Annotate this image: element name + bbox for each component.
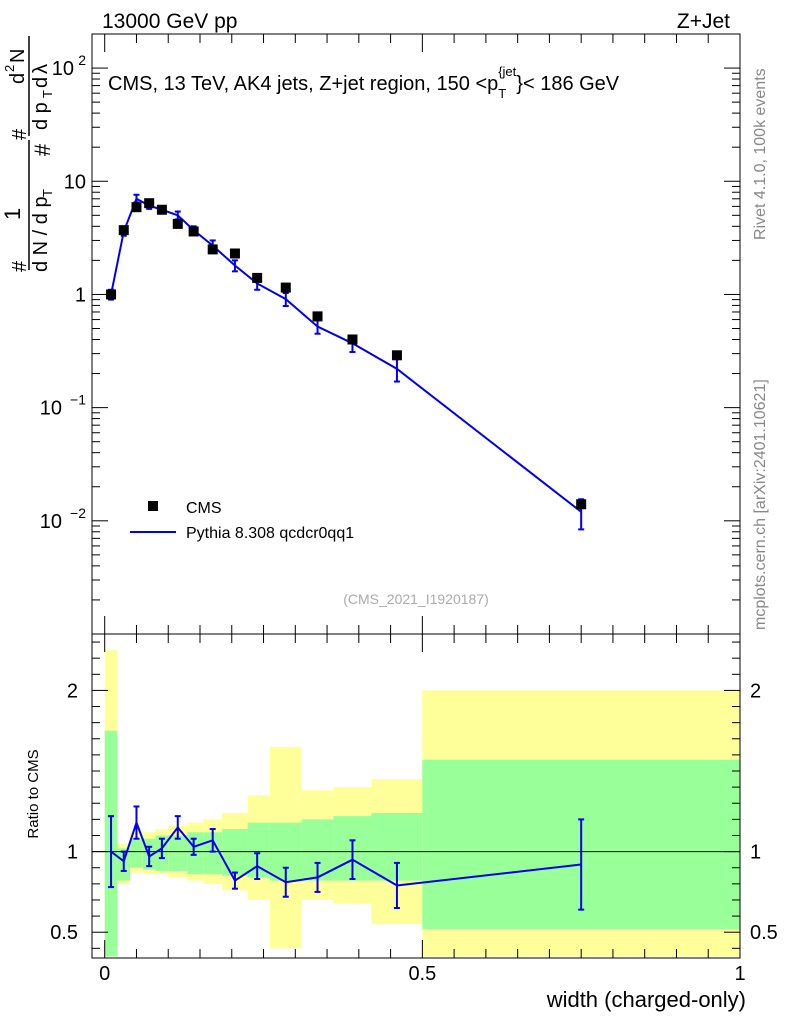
header-right: Z+Jet bbox=[677, 10, 730, 33]
main-y-tick-exponent: 2 bbox=[78, 52, 86, 68]
cms-data-point bbox=[312, 311, 323, 322]
x-axis-label: width (charged-only) bbox=[546, 987, 746, 1012]
ratio-band-green bbox=[247, 822, 270, 878]
svg-text:T: T bbox=[40, 90, 55, 98]
ratio-y-label: Ratio to CMS bbox=[25, 749, 42, 838]
svg-text:d: d bbox=[30, 77, 52, 88]
main-y-tick-label: 10 bbox=[40, 398, 62, 420]
cms-data-point bbox=[347, 334, 358, 345]
ratio-x-tick-label: 1 bbox=[734, 963, 745, 985]
ratio-band-green bbox=[168, 835, 188, 871]
ratio-plot-area bbox=[92, 650, 740, 957]
cms-data-point bbox=[207, 244, 218, 255]
ratio-panel: 0.5 0.51 12 2 0 0.5 1 Ratio to CMS width (cha… bbox=[25, 633, 778, 1012]
legend-marker-cms bbox=[148, 501, 158, 511]
svg-text:#: # bbox=[9, 128, 31, 140]
main-title: CMS, 13 TeV, AK4 jets, Z+jet region, 150… bbox=[108, 64, 620, 101]
svg-text:1: 1 bbox=[0, 208, 25, 220]
legend: CMS Pythia 8.308 qcdcr0qq1 bbox=[130, 500, 354, 542]
svg-text:N: N bbox=[7, 49, 29, 63]
svg-text:λ: λ bbox=[30, 64, 52, 74]
watermark: (CMS_2021_I1920187) bbox=[343, 591, 489, 607]
cms-data-point bbox=[252, 272, 263, 283]
svg-text:d p: d p bbox=[30, 102, 52, 130]
ratio-y-tick-label-right: 0.5 bbox=[750, 922, 778, 944]
svg-text:#: # bbox=[30, 143, 55, 156]
svg-text:T: T bbox=[40, 189, 55, 197]
svg-text:d: d bbox=[7, 73, 29, 84]
cms-data-point bbox=[172, 218, 183, 229]
ratio-y-tick-label: 1 bbox=[67, 842, 78, 864]
cms-data-point bbox=[576, 499, 587, 510]
cms-data-point bbox=[131, 202, 142, 213]
ratio-y-tick-label-right: 2 bbox=[750, 680, 761, 702]
main-y-tick-label: 1 bbox=[75, 284, 86, 306]
ratio-y-tick-label-right: 1 bbox=[750, 842, 761, 864]
main-plot-area bbox=[106, 193, 587, 531]
svg-text:#: # bbox=[9, 260, 31, 272]
main-y-tick-label: 10 bbox=[52, 58, 74, 80]
main-y-label: # bbox=[30, 143, 55, 156]
ratio-y-tick-label: 0.5 bbox=[50, 922, 78, 944]
source-label: mcplots.cern.ch [arXiv:2401.10621] bbox=[752, 379, 769, 630]
cms-data-point bbox=[118, 225, 129, 236]
legend-label-pythia: Pythia 8.308 qcdcr0qq1 bbox=[186, 525, 354, 542]
main-y-tick-label: 10 bbox=[40, 511, 62, 533]
ratio-x-axis: 0 0.5 1 bbox=[99, 634, 746, 985]
ratio-y-axis: 0.5 0.5 1 1 2 2 bbox=[50, 641, 778, 949]
cms-data-point bbox=[188, 226, 199, 237]
cms-data-point bbox=[391, 350, 402, 361]
ratio-y-tick-label: 2 bbox=[67, 680, 78, 702]
main-y-tick-exponent: −2 bbox=[70, 505, 86, 521]
cms-data-point bbox=[106, 289, 117, 300]
ratio-x-tick-label: 0.5 bbox=[408, 963, 436, 985]
main-y-tick-label: 10 bbox=[64, 171, 86, 193]
ratio-band-green bbox=[222, 829, 248, 876]
svg-text:2: 2 bbox=[2, 65, 17, 72]
main-x-ticks bbox=[104, 34, 741, 634]
main-y-label-formula: # 1 d N / d p T # d 2 N d p T d λ bbox=[0, 36, 55, 272]
cms-data-point bbox=[156, 204, 167, 215]
ratio-frame bbox=[91, 633, 741, 959]
main-y-tick-exponent: −1 bbox=[70, 392, 86, 408]
ratio-band-green bbox=[130, 838, 143, 868]
legend-label-cms: CMS bbox=[186, 500, 222, 517]
main-frame bbox=[91, 33, 741, 635]
cms-data-point bbox=[229, 248, 240, 259]
header-left: 13000 GeV pp bbox=[102, 10, 237, 33]
cms-data-point bbox=[144, 198, 155, 209]
svg-text:d N / d p: d N / d p bbox=[30, 196, 52, 272]
ratio-x-tick-label: 0 bbox=[99, 963, 110, 985]
cms-data-point bbox=[280, 282, 291, 293]
pythia-line bbox=[110, 197, 582, 513]
rivet-label: Rivet 4.1.0, 100k events bbox=[752, 68, 769, 240]
